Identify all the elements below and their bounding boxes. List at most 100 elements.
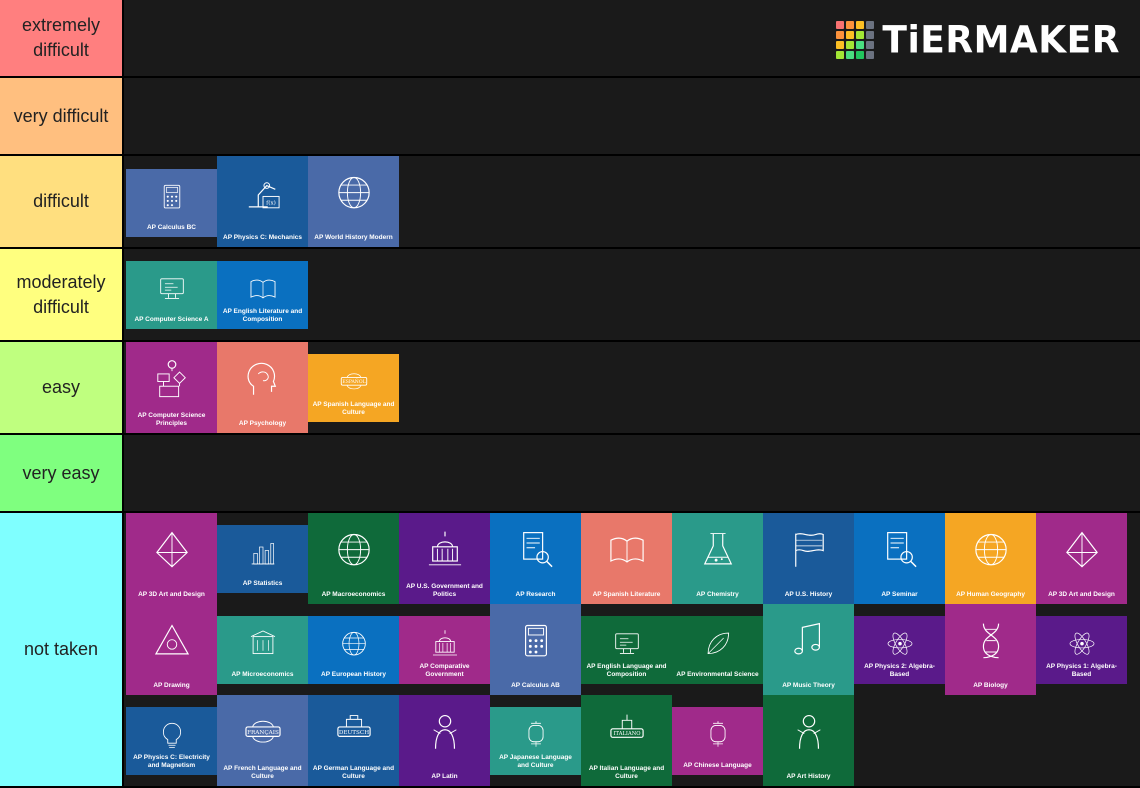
tier-items[interactable]: AP Computer Science A AP English Literatu… [126,249,1140,340]
course-tile[interactable]: DEUTSCH AP German Language and Culture [308,695,399,786]
course-tile[interactable]: AP Statistics [217,525,308,593]
course-tile-label: AP 3D Art and Design [138,590,205,598]
computer-icon [159,277,184,299]
francais-icon: FRANÇAIS [244,720,281,743]
course-tile[interactable]: AP Chinese Language [672,707,763,775]
course-tile-label: AP Physics 1: Algebra-Based [1046,663,1117,678]
course-tile-label: AP Psychology [238,419,287,427]
logo-grid-cell [846,51,855,59]
svg-text:ESPAÑOL: ESPAÑOL [342,377,365,385]
course-tile[interactable]: AP Comparative Government [399,616,490,684]
book-icon [250,279,275,298]
tier-row: easy AP Computer Science Principles AP Psy… [0,342,1140,435]
course-tile[interactable]: AP Macroeconomics [308,513,399,604]
course-tile-label: AP Biology [973,681,1008,689]
course-tile-label: AP Macroeconomics [321,590,386,598]
globe-icon [337,533,370,566]
pyramid-icon [1065,531,1098,568]
logo-text: TiERMAKER [882,18,1120,62]
tier-label[interactable]: extremely difficult [0,0,124,76]
course-tile[interactable]: FRANÇAIS AP French Language and Culture [217,695,308,786]
logo-grid-cell [846,31,855,39]
tier-label[interactable]: not taken [0,513,124,786]
course-tile[interactable]: AP Environmental Science [672,616,763,684]
svg-text:DEUTSCH: DEUTSCH [338,730,368,736]
calculator-icon [163,184,180,208]
logo-grid-cell [866,41,875,49]
course-tile-label: AP Spanish Language and Culture [312,401,395,416]
course-tile[interactable]: AP Computer Science Principles [126,342,217,433]
tier-items[interactable]: AP Calculus BC f(x) AP Physics C: Mechanic… [126,156,1140,247]
course-tile-label: AP Seminar [881,590,918,598]
course-tile[interactable]: AP Japanese Language and Culture [490,707,581,775]
course-tile[interactable]: AP English Language and Composition [581,616,672,684]
course-tile[interactable]: AP European History [308,616,399,684]
computer-icon [614,632,639,654]
dna-icon [982,623,999,659]
course-tile-label: AP Environmental Science [676,670,759,678]
course-tile-label: AP Music Theory [782,681,835,689]
course-tile[interactable]: AP World History Modern [308,156,399,247]
course-tile[interactable]: AP Latin [399,695,490,786]
logo-grid-cell [856,41,865,49]
course-tile[interactable]: AP U.S. Government and Politics [399,513,490,604]
course-tile[interactable]: ESPAÑOL AP Spanish Language and Culture [308,354,399,422]
course-tile[interactable]: AP Drawing [126,604,217,695]
course-tile[interactable]: AP Research [490,513,581,604]
course-tile[interactable]: AP Physics 1: Algebra-Based [1036,616,1127,684]
lantern-icon [709,720,726,747]
logo-grid-cell [836,31,845,39]
course-tile[interactable]: AP Chemistry [672,513,763,604]
course-tile[interactable]: AP Microeconomics [217,616,308,684]
course-tile[interactable]: AP English Literature and Composition [217,261,308,329]
atom-icon [887,632,912,655]
course-tile-label: AP English Literature and Composition [222,308,303,323]
logo-grid-cell [866,31,875,39]
course-tile-label: AP Comparative Government [419,663,470,678]
tier-items[interactable]: AP Computer Science Principles AP Psychol… [126,342,1140,433]
course-tile-label: AP Japanese Language and Culture [499,754,572,769]
course-tile[interactable]: AP Art History [763,695,854,786]
tier-label[interactable]: moderately difficult [0,249,124,340]
course-tile[interactable]: AP Physics 2: Algebra-Based [854,616,945,684]
course-tile[interactable]: AP Computer Science A [126,261,217,329]
tier-label[interactable]: difficult [0,156,124,247]
course-tile-label: AP Italian Language and Culture [588,765,665,780]
course-tile[interactable]: AP Seminar [854,513,945,604]
course-tile-label: AP Human Geography [956,590,1025,598]
tiermaker-logo: TiERMAKER [836,18,1120,62]
course-tile-label: AP Statistics [242,579,283,587]
tier-label[interactable]: easy [0,342,124,433]
bulb-icon [162,722,181,748]
globe-icon [341,631,366,655]
course-tile-label: AP European History [321,670,386,678]
flowchart-icon [156,359,186,397]
course-tile[interactable]: AP Spanish Literature [581,513,672,604]
course-tile[interactable]: AP Calculus BC [126,169,217,237]
course-tile[interactable]: AP Physics C: Electricity and Magnetism [126,707,217,775]
course-tile[interactable]: AP Psychology [217,342,308,433]
tier-items[interactable] [126,435,1140,511]
tier-items[interactable]: AP 3D Art and Design AP Statistics AP Macr… [126,513,1140,786]
course-tile[interactable]: AP Calculus AB [490,604,581,695]
course-tile[interactable]: ITALIANO AP Italian Language and Culture [581,695,672,786]
course-tile[interactable]: AP Human Geography [945,513,1036,604]
tier-label[interactable]: very difficult [0,78,124,154]
tier-items[interactable] [126,78,1140,154]
course-tile[interactable]: AP U.S. History [763,513,854,604]
course-tile[interactable]: AP 3D Art and Design [1036,513,1127,604]
building-icon [250,629,275,654]
course-tile-label: AP Microeconomics [231,670,294,678]
course-tile[interactable]: AP Music Theory [763,604,854,695]
course-tile[interactable]: AP Biology [945,604,1036,695]
lantern-icon [527,720,544,747]
tier-label[interactable]: very easy [0,435,124,511]
svg-text:FRANÇAIS: FRANÇAIS [247,730,279,736]
logo-grid-icon [836,21,875,59]
course-tile[interactable]: AP 3D Art and Design [126,513,217,604]
music-icon [793,622,820,655]
course-tile[interactable]: f(x) AP Physics C: Mechanics [217,156,308,247]
robot-arm-icon: f(x) [248,181,280,209]
course-tile-label: AP Computer Science A [134,315,209,323]
pyramid-icon [155,531,188,568]
